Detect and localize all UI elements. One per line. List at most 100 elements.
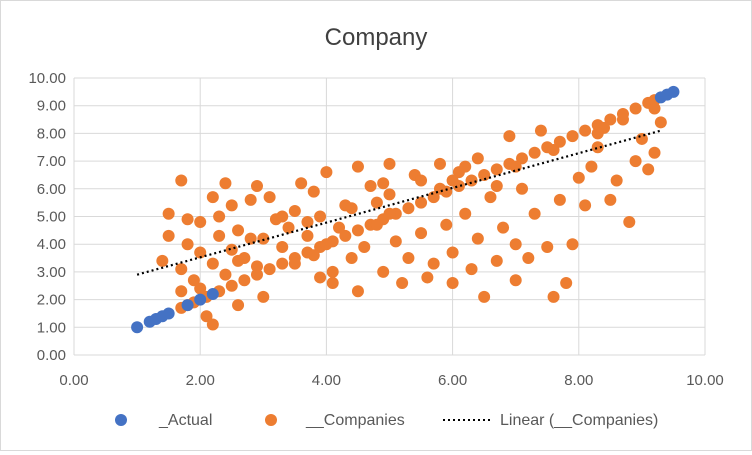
companies-point: [232, 224, 245, 237]
companies-point: [478, 168, 491, 181]
companies-point: [459, 160, 472, 173]
y-tick-label: 8.00: [37, 125, 66, 142]
x-axis-tick-labels: 0.00 2.00 4.00 6.00 8.00 10.00: [59, 372, 723, 389]
companies-point: [345, 202, 358, 215]
companies-point: [282, 221, 295, 234]
companies-point: [364, 180, 377, 193]
linear-trendline: [136, 129, 662, 276]
companies-point: [604, 193, 617, 206]
companies-point: [351, 285, 364, 298]
companies-point: [402, 202, 415, 215]
companies-point: [288, 257, 301, 270]
companies-point: [250, 268, 263, 281]
actual-point: [162, 307, 175, 320]
companies-point: [566, 238, 579, 251]
companies-point: [389, 235, 402, 248]
chart-title: Company: [325, 24, 428, 51]
companies-point: [232, 254, 245, 267]
companies-point: [446, 174, 459, 187]
x-tick-label: 6.00: [438, 372, 467, 389]
companies-point: [301, 229, 314, 242]
companies-point: [383, 157, 396, 170]
companies-point: [244, 193, 257, 206]
companies-point: [307, 249, 320, 262]
companies-point: [427, 257, 440, 270]
companies-point: [263, 191, 276, 204]
companies-point: [162, 207, 175, 220]
legend-actual-label: _Actual: [158, 412, 212, 429]
companies-point: [497, 221, 510, 234]
x-tick-label: 2.00: [186, 372, 215, 389]
companies-point: [591, 141, 604, 154]
companies-point: [175, 263, 188, 276]
companies-point: [320, 238, 333, 251]
companies-point: [509, 238, 522, 251]
companies-point: [553, 193, 566, 206]
companies-point: [358, 240, 371, 253]
companies-point: [528, 146, 541, 159]
companies-point: [263, 263, 276, 276]
companies-point: [320, 166, 333, 179]
companies-point: [326, 265, 339, 278]
legend-trend-label: Linear (__Companies): [500, 412, 658, 429]
companies-point: [566, 130, 579, 143]
companies-point: [579, 124, 592, 137]
companies-point: [307, 185, 320, 198]
companies-point: [440, 218, 453, 231]
companies-point: [415, 174, 428, 187]
companies-point: [610, 174, 623, 187]
companies-point: [534, 124, 547, 137]
y-tick-label: 10.00: [28, 70, 66, 87]
companies-point: [276, 257, 289, 270]
data-points: [131, 85, 680, 334]
y-tick-label: 7.00: [37, 153, 66, 170]
companies-point: [471, 152, 484, 165]
companies-point: [516, 152, 529, 165]
companies-point: [257, 232, 270, 245]
companies-point: [415, 227, 428, 240]
y-tick-label: 4.00: [37, 236, 66, 253]
companies-point: [162, 229, 175, 242]
companies-point: [446, 246, 459, 259]
actual-point: [206, 288, 219, 301]
companies-point: [219, 177, 232, 190]
companies-point: [232, 299, 245, 312]
companies-point: [635, 132, 648, 145]
x-tick-label: 8.00: [564, 372, 593, 389]
companies-point: [547, 290, 560, 303]
x-tick-label: 0.00: [59, 372, 88, 389]
companies-point: [509, 160, 522, 173]
companies-point: [528, 207, 541, 220]
companies-point: [541, 240, 554, 253]
companies-point: [181, 238, 194, 251]
companies-point: [585, 160, 598, 173]
companies-point: [213, 210, 226, 223]
y-tick-label: 1.00: [37, 319, 66, 336]
companies-point: [206, 318, 219, 331]
companies-point: [206, 257, 219, 270]
companies-point: [553, 135, 566, 148]
companies-point: [238, 274, 251, 287]
y-tick-label: 6.00: [37, 181, 66, 198]
companies-point: [616, 113, 629, 126]
companies-point: [383, 207, 396, 220]
companies-point: [484, 191, 497, 204]
companies-point: [560, 276, 573, 289]
legend-companies-marker: [265, 414, 277, 426]
companies-point: [629, 155, 642, 168]
companies-point: [301, 216, 314, 229]
y-tick-label: 3.00: [37, 264, 66, 281]
companies-point: [250, 180, 263, 193]
companies-point: [629, 102, 642, 115]
companies-point: [402, 252, 415, 265]
companies-point: [257, 290, 270, 303]
companies-point: [642, 163, 655, 176]
actual-point: [131, 321, 144, 334]
companies-point: [465, 263, 478, 276]
legend-companies-label: __Companies: [305, 412, 405, 429]
companies-point: [370, 196, 383, 209]
companies-point: [333, 221, 346, 234]
companies-point: [459, 207, 472, 220]
companies-point: [225, 243, 238, 256]
